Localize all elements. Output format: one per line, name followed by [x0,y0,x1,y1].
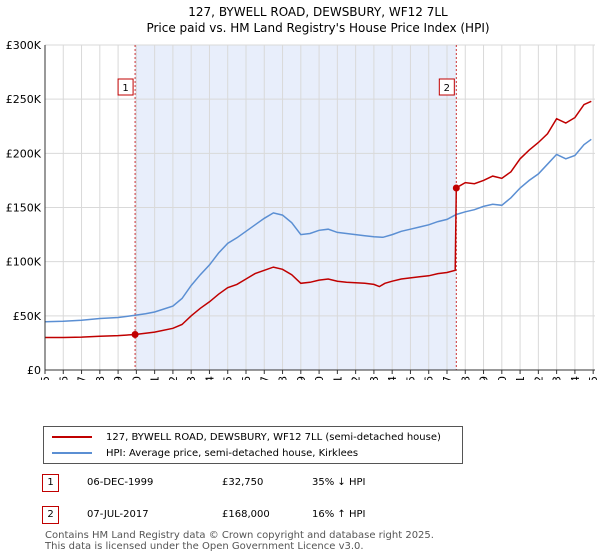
chart-title: 127, BYWELL ROAD, DEWSBURY, WF12 7LL [188,5,448,19]
x-tick-label: 1997 [76,376,89,380]
y-axis: £0 £50K £100K £150K £200K £250K £300K [6,39,42,377]
x-tick-label: 2007 [258,376,271,380]
x-tick-label: 2002 [167,376,180,380]
y-tick-label: £50K [13,310,42,323]
x-tick-label: 1999 [112,376,125,380]
x-tick-label: 2022 [532,376,545,380]
x-tick-label: 2023 [551,376,564,380]
sale-date: 07-JUL-2017 [87,509,149,520]
series-line-hpi [44,138,592,323]
chart-subtitle: Price paid vs. HM Land Registry's House … [146,21,489,35]
legend-item-property: 127, BYWELL ROAD, DEWSBURY, WF12 7LL (se… [52,429,441,445]
series-line-property [45,100,592,339]
sale-point [131,331,139,339]
y-tick-label: £150K [6,202,42,215]
x-tick-label: 2016 [423,376,436,380]
footer-line-2: This data is licensed under the Open Gov… [45,541,364,552]
y-tick-label: £100K [6,256,42,269]
sale-label-text: 2 [444,83,450,94]
x-tick-label: 2013 [368,376,381,380]
sale-points [131,184,460,339]
x-tick-label: 2009 [295,376,308,380]
x-tick-label: 2021 [514,376,527,380]
footer-attribution: Contains HM Land Registry data © Crown c… [45,530,585,552]
sale-price: £32,750 [222,477,264,488]
sale-label-box [438,78,455,96]
sale-badge: 2 [42,506,59,524]
x-tick-label: 2019 [478,376,491,380]
x-tick-label: 2018 [459,376,472,380]
x-tick-label: 2025 [587,376,600,380]
y-tick-label: £200K [6,147,42,160]
sale-hpi-diff: 35% ↓ HPI [312,477,366,488]
x-tick-label: 1995 [39,376,52,380]
sale-label-box [117,78,134,96]
price-chart: 127, BYWELL ROAD, DEWSBURY, WF12 7LL Pri… [6,5,600,380]
footer-line-1: Contains HM Land Registry data © Crown c… [45,530,434,541]
y-tick-label: £0 [27,364,41,377]
x-tick-label: 2010 [313,376,326,380]
y-tick-label: £300K [6,39,42,52]
sale-point [452,184,460,192]
x-tick-label: 2008 [277,376,290,380]
sale-badge: 1 [42,474,59,492]
x-tick-label: 2017 [441,376,454,380]
sale-date: 06-DEC-1999 [87,477,154,488]
x-tick-label: 2024 [569,376,582,380]
x-tick-label: 2015 [404,376,417,380]
x-axis: 1995 1996 1997 1998 1999 2000 2001 2002 2003 2004… [39,370,600,380]
legend-label-hpi: HPI: Average price, semi-detached house,… [106,447,359,459]
legend-item-hpi: HPI: Average price, semi-detached house,… [52,445,358,461]
sale-hpi-diff: 16% ↑ HPI [312,509,366,520]
x-tick-label: 2003 [185,376,198,380]
legend: 127, BYWELL ROAD, DEWSBURY, WF12 7LL (se… [43,426,463,464]
legend-label-property: 127, BYWELL ROAD, DEWSBURY, WF12 7LL (se… [106,431,441,443]
x-tick-label: 2020 [496,376,509,380]
x-tick-label: 2004 [203,376,216,380]
grid-lines [44,44,595,371]
x-tick-label: 2011 [331,376,344,380]
x-tick-label: 2001 [149,376,162,380]
x-tick-label: 2000 [130,376,143,380]
x-tick-label: 1996 [57,376,70,380]
legend-swatch-property [52,436,92,438]
y-tick-label: £250K [6,93,42,106]
legend-swatch-hpi [52,452,92,454]
x-tick-label: 2014 [386,376,399,380]
x-tick-label: 1998 [94,376,107,380]
x-tick-label: 2005 [222,376,235,380]
x-tick-label: 2006 [240,376,253,380]
sale-price: £168,000 [222,509,270,520]
sale-label-text: 1 [122,83,128,94]
x-tick-label: 2012 [350,376,363,380]
